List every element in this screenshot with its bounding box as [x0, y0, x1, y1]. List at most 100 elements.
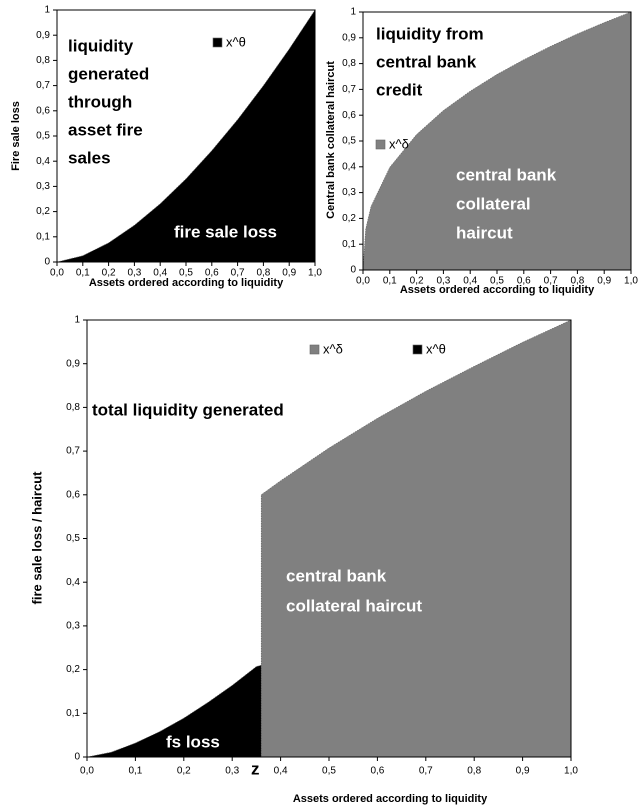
- x-tick-label: 0,6: [205, 268, 219, 279]
- y-tick-label: 0,9: [342, 32, 356, 43]
- y-axis-label: fire sale loss / haircut: [29, 471, 44, 605]
- annotation: haircut: [456, 223, 513, 242]
- x-tick-label: 1,0: [624, 276, 638, 287]
- legend-label: x^θ: [426, 341, 446, 356]
- x-tick-label: 0,4: [274, 766, 288, 777]
- annotation: total liquidity generated: [92, 400, 284, 419]
- y-tick-label: 0,5: [342, 136, 356, 147]
- x-tick-label: 0,9: [597, 276, 611, 287]
- x-tick-label: 0,0: [356, 276, 370, 287]
- annotation: liquidity: [68, 36, 134, 55]
- x-tick-label: 0,3: [436, 276, 450, 287]
- annotation: generated: [68, 64, 149, 83]
- annotation: liquidity from: [376, 24, 484, 43]
- y-tick-label: 0,8: [36, 55, 50, 66]
- x-tick-label: 0,5: [322, 766, 336, 777]
- y-axis-label: Fire sale loss: [10, 101, 22, 171]
- x-tick-label: 0,9: [282, 268, 296, 279]
- y-tick-label: 1: [44, 5, 50, 16]
- x-axis-label: Assets ordered according to liquidity: [89, 277, 284, 289]
- x-tick-label: 0,6: [370, 766, 384, 777]
- x-tick-label: 0,1: [76, 268, 90, 279]
- y-tick-label: 0: [74, 752, 80, 763]
- legend-label: x^δ: [389, 136, 409, 151]
- x-tick-label: 0,5: [490, 276, 504, 287]
- x-tick-label: 0,7: [544, 276, 558, 287]
- annotation: collateral haircut: [286, 596, 422, 615]
- y-tick-label: 0,2: [36, 206, 50, 217]
- y-tick-label: 0,1: [342, 239, 356, 250]
- legend-label: x^θ: [226, 34, 246, 49]
- annotation: collateral: [456, 194, 531, 213]
- annotation: credit: [376, 80, 423, 99]
- y-tick-label: 0,6: [66, 489, 80, 500]
- x-tick-label: 0,8: [256, 268, 270, 279]
- x-tick-label: 0,5: [179, 268, 193, 279]
- y-tick-label: 0,6: [36, 105, 50, 116]
- x-tick-label: 0,2: [102, 268, 116, 279]
- y-tick-label: 0,4: [36, 156, 50, 167]
- y-tick-label: 1: [74, 315, 80, 326]
- annotation: sales: [68, 148, 111, 167]
- x-tick-label: 0,4: [153, 268, 167, 279]
- x-tick-label: 0,1: [128, 766, 142, 777]
- legend-swatch: [375, 139, 386, 150]
- y-tick-label: 0,5: [36, 131, 50, 142]
- x-tick-label: 0,8: [467, 766, 481, 777]
- x-tick-label: 0,7: [419, 766, 433, 777]
- y-tick-label: 0,7: [36, 80, 50, 91]
- annotation: central bank: [376, 52, 477, 71]
- area: [362, 11, 632, 271]
- legend-label: x^δ: [323, 341, 343, 356]
- legend-swatch: [309, 344, 320, 355]
- y-tick-label: 0,7: [342, 84, 356, 95]
- x-tick-label: 0,6: [517, 276, 531, 287]
- x-tick-label: 0,0: [80, 766, 94, 777]
- area: [86, 664, 262, 758]
- y-tick-label: 0,9: [36, 30, 50, 41]
- x-tick-label: 0,2: [410, 276, 424, 287]
- y-tick-label: 0: [44, 257, 50, 268]
- y-tick-label: 0,1: [36, 231, 50, 242]
- x-tick-label: 0,9: [516, 766, 530, 777]
- legend-swatch: [412, 344, 423, 355]
- annotation: z: [251, 759, 260, 778]
- y-tick-label: 0,8: [66, 402, 80, 413]
- y-tick-label: 0,1: [66, 708, 80, 719]
- x-tick-label: 0,0: [50, 268, 64, 279]
- y-tick-label: 1: [350, 7, 356, 18]
- annotation: central bank: [286, 566, 387, 585]
- y-tick-label: 0,6: [342, 110, 356, 121]
- x-tick-label: 1,0: [308, 268, 322, 279]
- legend-swatch: [212, 37, 223, 48]
- y-tick-label: 0,5: [66, 533, 80, 544]
- y-tick-label: 0,7: [66, 446, 80, 457]
- x-tick-label: 0,4: [463, 276, 477, 287]
- area: [260, 319, 572, 758]
- y-tick-label: 0,3: [36, 181, 50, 192]
- annotation: central bank: [456, 165, 557, 184]
- x-tick-label: 0,1: [383, 276, 397, 287]
- y-tick-label: 0,8: [342, 58, 356, 69]
- y-tick-label: 0: [350, 265, 356, 276]
- y-axis-label: Central bank collateral haircut: [325, 61, 337, 219]
- y-tick-label: 0,2: [66, 664, 80, 675]
- annotation: through: [68, 92, 132, 111]
- x-tick-label: 0,7: [231, 268, 245, 279]
- y-tick-label: 0,3: [66, 621, 80, 632]
- y-tick-label: 0,4: [342, 161, 356, 172]
- x-tick-label: 0,8: [570, 276, 584, 287]
- x-axis-label: Assets ordered according to liquidity: [400, 284, 595, 296]
- annotation: fs loss: [166, 732, 220, 751]
- x-tick-label: 1,0: [564, 766, 578, 777]
- y-tick-label: 0,2: [342, 213, 356, 224]
- x-tick-label: 0,3: [127, 268, 141, 279]
- x-tick-label: 0,2: [177, 766, 191, 777]
- x-tick-label: 0,3: [225, 766, 239, 777]
- y-tick-label: 0,4: [66, 577, 80, 588]
- x-axis-label: Assets ordered according to liquidity: [293, 793, 488, 805]
- annotation: fire sale loss: [174, 222, 277, 241]
- annotation: asset fire: [68, 120, 143, 139]
- y-tick-label: 0,9: [66, 358, 80, 369]
